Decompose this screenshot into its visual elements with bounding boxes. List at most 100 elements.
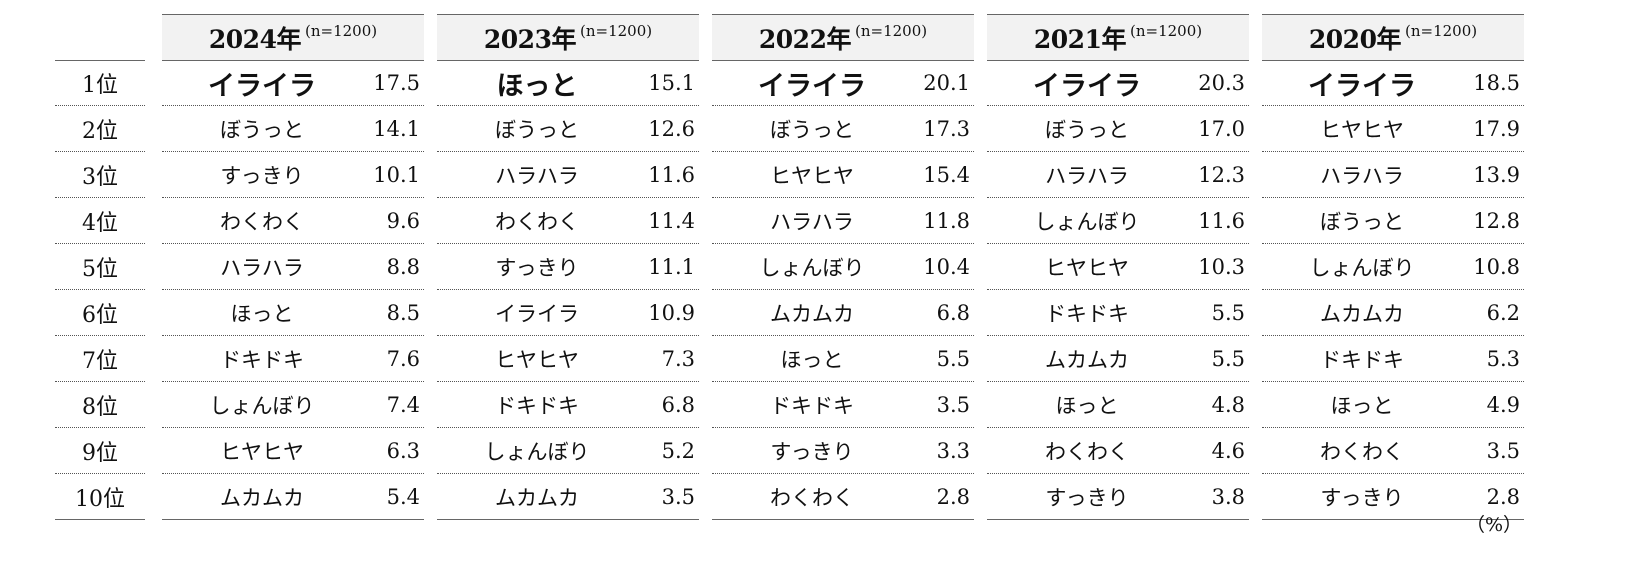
table-row: ムカムカ 6.2 bbox=[1262, 290, 1524, 336]
rank-label: 3位 bbox=[55, 152, 145, 198]
term-label: ぼうっと bbox=[220, 117, 304, 142]
term-label: わくわく bbox=[1320, 439, 1404, 464]
term-label: しょんぼり bbox=[484, 439, 590, 464]
term-label: すっきり bbox=[1320, 485, 1404, 510]
value-label: 12.3 bbox=[1198, 162, 1245, 187]
rank-label: 8位 bbox=[55, 382, 145, 428]
year-header: 2021年 (n=1200) bbox=[987, 14, 1249, 60]
term-label: イライラ bbox=[208, 70, 316, 102]
value-label: 5.5 bbox=[1211, 346, 1245, 371]
table-row: すっきり 11.1 bbox=[437, 244, 699, 290]
term-label: わくわく bbox=[495, 209, 579, 234]
year-table: 2023年 (n=1200) ほっと 15.1 ぼうっと 12.6 ハラハラ 11.6 わくわく… bbox=[437, 14, 699, 520]
table-row: すっきり 3.8 bbox=[987, 474, 1249, 520]
table-row: ムカムカ 5.4 bbox=[162, 474, 424, 520]
rank-label: 5位 bbox=[55, 244, 145, 290]
table-row: ほっと 4.9 bbox=[1262, 382, 1524, 428]
year-table: 2024年 (n=1200) イライラ 17.5 ぼうっと 14.1 すっきり 10.1 わくわ… bbox=[162, 14, 424, 520]
value-label: 10.1 bbox=[373, 162, 420, 187]
value-label: 9.6 bbox=[386, 208, 420, 233]
value-label: 15.1 bbox=[648, 71, 695, 95]
rank-label: 9位 bbox=[55, 428, 145, 474]
table-row: わくわく 3.5 bbox=[1262, 428, 1524, 474]
term-label: ムカムカ bbox=[495, 485, 579, 510]
term-label: ハラハラ bbox=[1320, 163, 1404, 188]
table-row: すっきり 10.1 bbox=[162, 152, 424, 198]
sample-size: (n=1200) bbox=[1404, 21, 1478, 40]
rank-label: 7位 bbox=[55, 336, 145, 382]
table-row: ヒヤヒヤ 7.3 bbox=[437, 336, 699, 382]
sample-size: (n=1200) bbox=[854, 21, 928, 40]
table-row: しょんぼり 7.4 bbox=[162, 382, 424, 428]
table-row: ほっと 5.5 bbox=[712, 336, 974, 382]
term-label: ほっと bbox=[780, 347, 844, 372]
table-row: イライラ 20.3 bbox=[987, 60, 1249, 106]
term-label: イライラ bbox=[758, 70, 866, 102]
year-table: 2020年 (n=1200) イライラ 18.5 ヒヤヒヤ 17.9 ハラハラ 13.9 ぼうっ… bbox=[1262, 14, 1524, 520]
year-table: 2022年 (n=1200) イライラ 20.1 ぼうっと 17.3 ヒヤヒヤ 15.4 ハラハ… bbox=[712, 14, 974, 520]
rank-label: 6位 bbox=[55, 290, 145, 336]
value-label: 10.8 bbox=[1473, 254, 1520, 279]
value-label: 4.8 bbox=[1211, 392, 1245, 417]
value-label: 7.4 bbox=[386, 392, 420, 417]
unit-label: （%） bbox=[1466, 514, 1523, 536]
value-label: 6.8 bbox=[661, 392, 695, 417]
table-row: ほっと 4.8 bbox=[987, 382, 1249, 428]
table-row: すっきり 2.8 bbox=[1262, 474, 1524, 520]
table-row: ヒヤヒヤ 17.9 bbox=[1262, 106, 1524, 152]
value-label: 13.9 bbox=[1473, 162, 1520, 187]
term-label: ハラハラ bbox=[770, 209, 854, 234]
value-label: 11.6 bbox=[648, 162, 695, 187]
table-row: イライラ 17.5 bbox=[162, 60, 424, 106]
table-row: しょんぼり 10.8 bbox=[1262, 244, 1524, 290]
value-label: 10.9 bbox=[648, 300, 695, 325]
table-row: ぼうっと 12.8 bbox=[1262, 198, 1524, 244]
table-row: ハラハラ 13.9 bbox=[1262, 152, 1524, 198]
table-row: イライラ 10.9 bbox=[437, 290, 699, 336]
table-row: ドキドキ 3.5 bbox=[712, 382, 974, 428]
term-label: ほっと bbox=[496, 70, 578, 102]
table-row: ぼうっと 17.3 bbox=[712, 106, 974, 152]
year-title: 2022年 bbox=[758, 24, 852, 54]
table-row: イライラ 18.5 bbox=[1262, 60, 1524, 106]
table-row: イライラ 20.1 bbox=[712, 60, 974, 106]
table-row: わくわく 4.6 bbox=[987, 428, 1249, 474]
value-label: 12.6 bbox=[648, 116, 695, 141]
term-label: ドキドキ bbox=[220, 347, 304, 372]
term-label: ドキドキ bbox=[1045, 301, 1129, 326]
term-label: ほっと bbox=[230, 301, 294, 326]
term-label: ムカムカ bbox=[1320, 301, 1404, 326]
term-label: しょんぼり bbox=[759, 255, 865, 280]
year-title: 2021年 bbox=[1033, 24, 1127, 54]
term-label: すっきり bbox=[495, 255, 579, 280]
rank-label: 10位 bbox=[55, 474, 145, 520]
table-row: ドキドキ 7.6 bbox=[162, 336, 424, 382]
term-label: ぼうっと bbox=[1320, 209, 1404, 234]
value-label: 11.4 bbox=[648, 208, 695, 233]
sample-size: (n=1200) bbox=[579, 21, 653, 40]
value-label: 10.3 bbox=[1198, 254, 1245, 279]
table-row: ヒヤヒヤ 15.4 bbox=[712, 152, 974, 198]
rank-label: 4位 bbox=[55, 198, 145, 244]
value-label: 5.5 bbox=[1211, 300, 1245, 325]
term-label: わくわく bbox=[1045, 439, 1129, 464]
value-label: 5.3 bbox=[1486, 346, 1520, 371]
year-title: 2020年 bbox=[1308, 24, 1402, 54]
table-row: ヒヤヒヤ 10.3 bbox=[987, 244, 1249, 290]
value-label: 15.4 bbox=[923, 162, 970, 187]
rank-column: 1位 2位 3位 4位 5位 6位 7位 8位 9位 10位 bbox=[55, 60, 145, 520]
value-label: 2.8 bbox=[936, 484, 970, 509]
value-label: 6.8 bbox=[936, 300, 970, 325]
value-label: 5.2 bbox=[661, 438, 695, 463]
rank-label: 1位 bbox=[55, 60, 145, 106]
term-label: わくわく bbox=[220, 209, 304, 234]
term-label: ヒヤヒヤ bbox=[1045, 255, 1129, 280]
sample-size: (n=1200) bbox=[304, 21, 378, 40]
value-label: 11.8 bbox=[923, 208, 970, 233]
value-label: 14.1 bbox=[373, 116, 420, 141]
term-label: ムカムカ bbox=[770, 301, 854, 326]
value-label: 4.9 bbox=[1486, 392, 1520, 417]
term-label: しょんぼり bbox=[1034, 209, 1140, 234]
value-label: 11.1 bbox=[648, 254, 695, 279]
table-row: しょんぼり 11.6 bbox=[987, 198, 1249, 244]
